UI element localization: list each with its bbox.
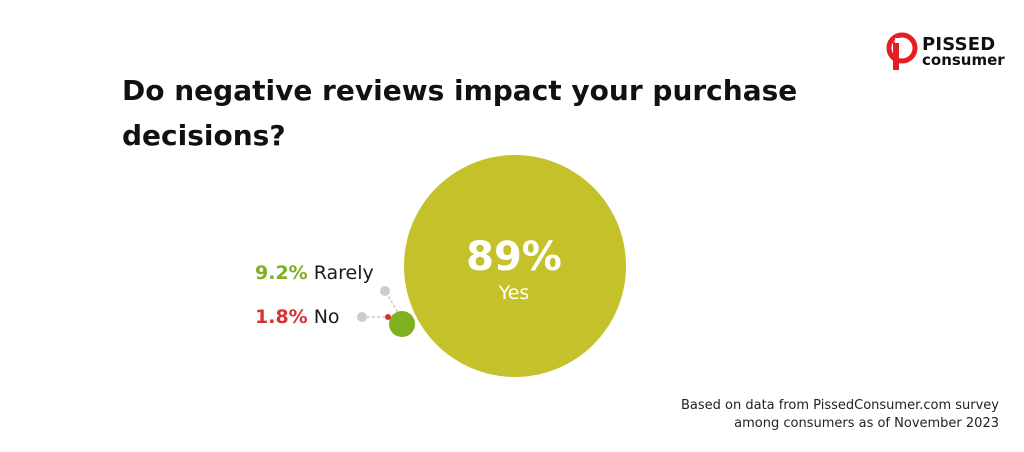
bubble-no xyxy=(385,314,391,320)
source-footnote: Based on data from PissedConsumer.com su… xyxy=(681,397,999,433)
value-label-rarely: 9.2% xyxy=(255,262,308,284)
label-rarely: 9.2% Rarely xyxy=(255,262,374,284)
bubble-yes xyxy=(404,155,626,377)
label-no: 1.8% No xyxy=(255,306,340,328)
chart-title: Do negative reviews impact your purchase… xyxy=(122,74,798,152)
value-label-yes: 89% xyxy=(466,234,562,280)
value-label-no: 1.8% xyxy=(255,306,308,328)
footnote-line-2: among consumers as of November 2023 xyxy=(734,416,999,431)
category-label-no: No xyxy=(314,306,340,328)
footnote-line-1: Based on data from PissedConsumer.com su… xyxy=(681,398,999,413)
category-label-rarely: Rarely xyxy=(314,262,374,284)
connector-dot-rarely xyxy=(380,286,390,296)
logo-mark-icon xyxy=(886,32,918,70)
connector-line-rarely xyxy=(385,291,399,314)
category-label-yes: Yes xyxy=(498,282,530,304)
connector-lines xyxy=(357,286,399,322)
connector-dot-no xyxy=(357,312,367,322)
logo-text-bottom: consumer xyxy=(922,51,1005,69)
pissedconsumer-logo[interactable]: PISSED consumer xyxy=(886,32,1006,72)
bubble-rarely xyxy=(389,311,415,337)
logo-text-top: PISSED xyxy=(922,34,996,55)
